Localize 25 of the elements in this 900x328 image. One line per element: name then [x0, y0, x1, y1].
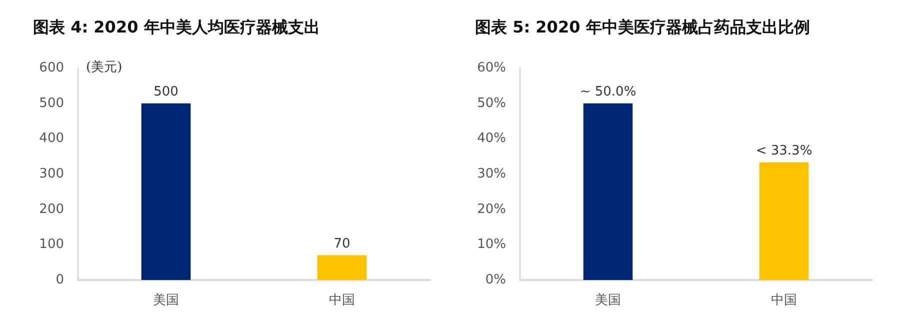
x-tick-label: 中国 [329, 293, 355, 308]
y-tick-label: 500 [39, 96, 64, 111]
y-tick-label: 40% [477, 131, 506, 146]
y-tick-label: 300 [39, 166, 64, 182]
y-tick-label: 50% [477, 96, 506, 111]
y-tick-label: 30% [477, 166, 506, 182]
y-tick-label: 600 [39, 60, 64, 76]
x-tick-label: 美国 [595, 292, 621, 308]
x-tick-label: 中国 [771, 293, 797, 308]
data-label: ~ 50.0% [580, 84, 636, 100]
y-tick-label: 60% [477, 60, 506, 76]
y-tick-label: 200 [39, 202, 64, 217]
data-label: 500 [154, 84, 178, 100]
y-tick-label: 0 [56, 272, 64, 288]
chart-title: 图表 5: 2020 年中美医疗器械占药品支出比例 [475, 18, 810, 36]
data-label: 70 [334, 236, 350, 252]
y-tick-label: 10% [477, 237, 506, 252]
y-tick-label: 400 [39, 131, 64, 146]
y-tick-label: 0% [485, 272, 506, 288]
chart-title: 图表 4: 2020 年中美人均医疗器械支出 [33, 18, 320, 36]
x-tick-label: 美国 [153, 292, 179, 308]
y-axis-title: (美元) [86, 59, 122, 75]
y-tick-label: 20% [477, 202, 506, 217]
data-label: < 33.3% [756, 143, 812, 158]
y-tick-label: 100 [39, 237, 64, 252]
